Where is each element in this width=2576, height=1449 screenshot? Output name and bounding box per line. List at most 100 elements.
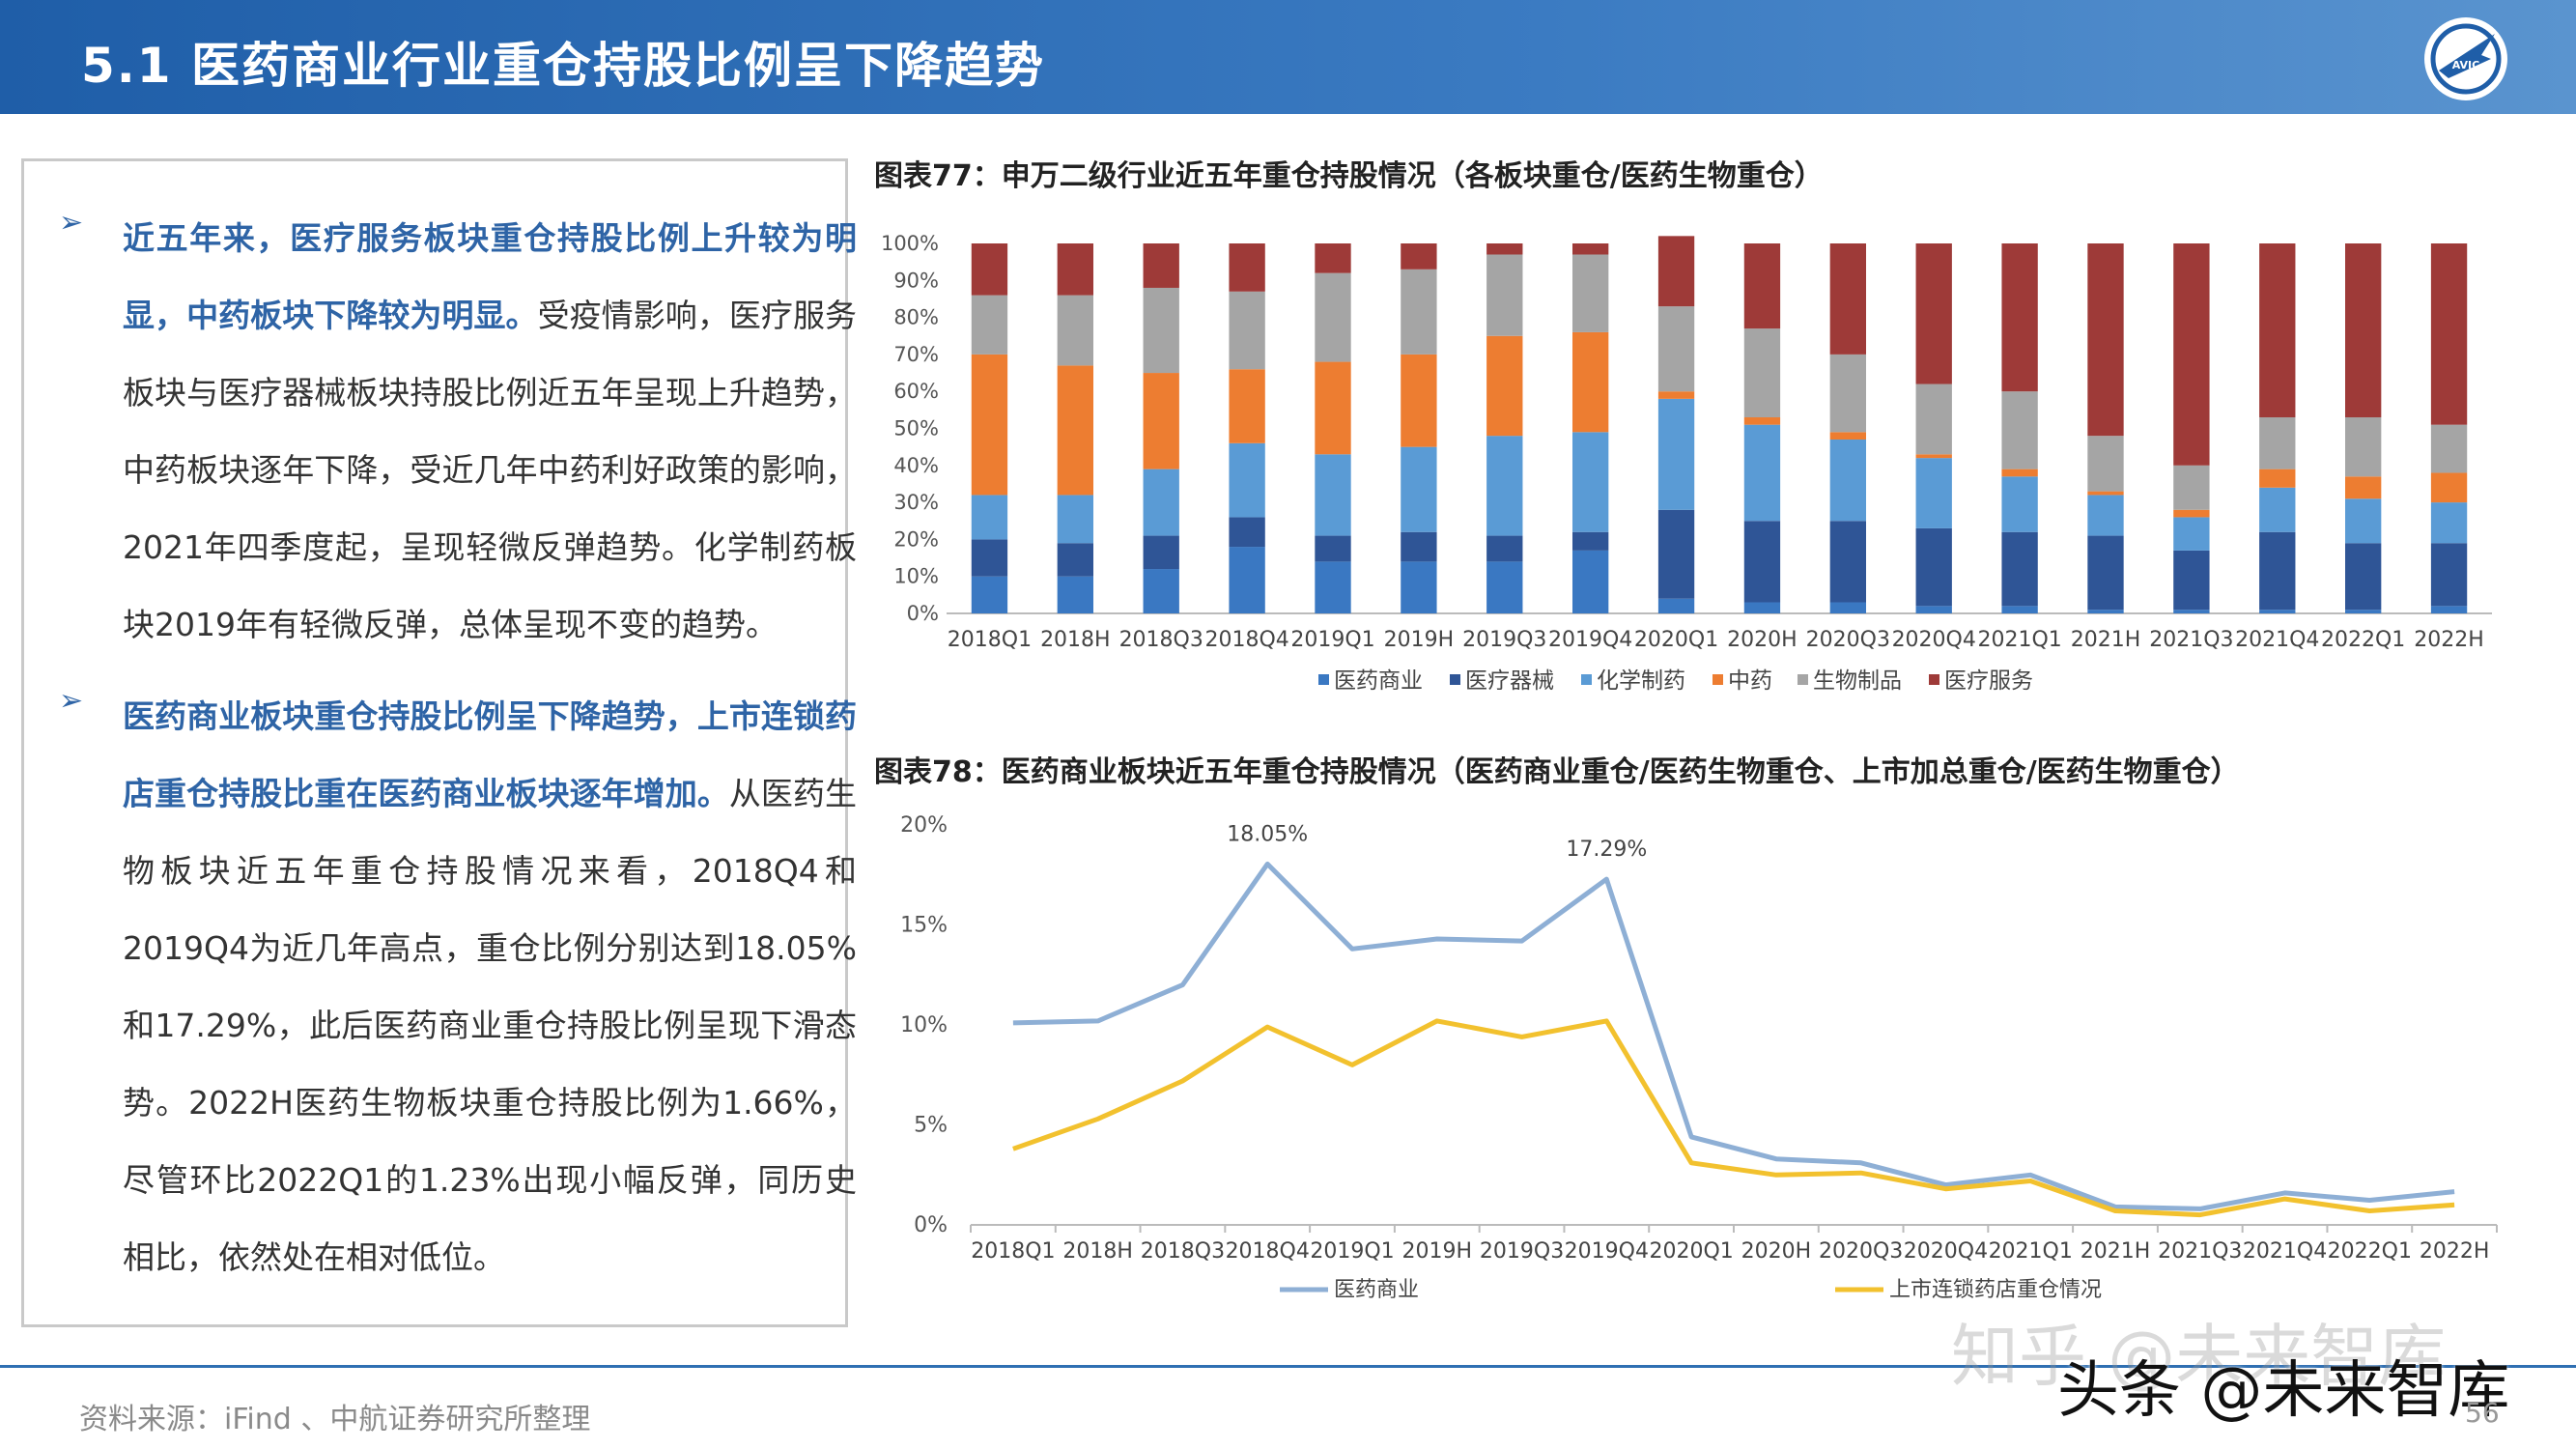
- bar-segment: [2345, 610, 2382, 613]
- summary-panel: ➢ 近五年来，医疗服务板块重仓持股比例上升较为明显，中药板块下降较为明显。受疫情…: [21, 158, 857, 1327]
- legend-label: 医药商业: [1334, 668, 1423, 694]
- bar-segment: [2001, 243, 2038, 392]
- bar-segment: [1915, 527, 1952, 607]
- bar-segment: [2259, 243, 2296, 418]
- bar-segment: [1057, 495, 1093, 544]
- bar-segment: [1572, 243, 1609, 255]
- y-tick-label: 10%: [900, 1013, 948, 1037]
- x-tick-label: 2019Q4: [1548, 628, 1632, 652]
- x-tick-label: 2020H: [1727, 628, 1798, 652]
- bar-segment: [1143, 373, 1179, 469]
- y-tick-label: 100%: [881, 232, 939, 255]
- bar-segment: [971, 539, 1008, 577]
- bar-segment: [1315, 454, 1351, 536]
- bar-segment: [2345, 498, 2382, 544]
- x-tick-label: 2018Q3: [1141, 1239, 1225, 1264]
- y-tick-label: 70%: [893, 343, 939, 366]
- legend-label: 医疗器械: [1465, 668, 1554, 694]
- bar-segment: [1572, 550, 1609, 613]
- paragraph-body: 从医药生物板块近五年重仓持股情况来看，2018Q4和2019Q4为近几年高点，重…: [123, 775, 858, 1276]
- bar-segment: [1401, 243, 1437, 270]
- data-label: 17.29%: [1566, 838, 1647, 862]
- series-line: [1012, 1018, 2455, 1218]
- legend-label: 化学制药: [1597, 668, 1685, 694]
- x-tick-label: 2022Q1: [2321, 628, 2405, 652]
- bar-segment: [1315, 361, 1351, 455]
- x-tick-label: 2021Q3: [2149, 628, 2233, 652]
- y-tick-label: 40%: [893, 454, 939, 477]
- legend-swatch: [1929, 674, 1939, 685]
- x-tick-label: 2020Q4: [1892, 628, 1976, 652]
- x-tick-label: 2018Q1: [948, 628, 1032, 652]
- x-tick-label: 2021Q4: [2235, 628, 2319, 652]
- bar-segment: [1486, 335, 1523, 437]
- bar-segment: [1915, 606, 1952, 613]
- paragraph-body: 受疫情影响，医疗服务板块与医疗器械板块持股比例近五年呈现上升趋势，中药板块逐年下…: [123, 297, 858, 643]
- bar-segment: [1401, 446, 1437, 532]
- bar-segment: [2430, 424, 2468, 473]
- bar-segment: [2001, 476, 2038, 532]
- x-tick-label: 2022Q1: [2328, 1239, 2412, 1264]
- chart1-title: 图表77：申万二级行业近五年重仓持股情况（各板块重仓/医药生物重仓）: [874, 159, 1824, 193]
- y-tick-label: 15%: [900, 914, 948, 938]
- bar-segment: [1572, 531, 1609, 551]
- footer-divider: [0, 1365, 2576, 1368]
- bar-segment: [1143, 243, 1179, 288]
- bar-segment: [1229, 291, 1265, 370]
- bar-segment: [1229, 547, 1265, 613]
- bar-segment: [2345, 543, 2382, 611]
- bar-segment: [1657, 236, 1695, 307]
- bar-segment: [1229, 442, 1265, 518]
- bar-segment: [2001, 606, 2038, 613]
- header-bar: 5.1 医药商业行业重仓持股比例呈下降趋势 AVIC: [0, 0, 2576, 114]
- bar-segment: [2430, 606, 2468, 613]
- paragraph-text: 近五年来，医疗服务板块重仓持股比例上升较为明显，中药板块下降较为明显。受疫情影响…: [123, 200, 857, 664]
- bar-segment: [1057, 543, 1093, 577]
- bar-segment: [2087, 495, 2124, 536]
- x-tick-label: 2019Q1: [1290, 628, 1374, 652]
- bar-segment: [2173, 243, 2210, 466]
- bar-segment: [1829, 243, 1866, 355]
- chart2-title: 图表78：医药商业板块近五年重仓持股情况（医药商业重仓/医药生物重仓、上市加总重…: [874, 755, 2240, 789]
- bar-segment: [2430, 243, 2468, 425]
- bar-segment: [2173, 550, 2210, 611]
- bar-segment: [1315, 535, 1351, 562]
- summary-paragraph-2: ➢ 医药商业板块重仓持股比例呈下降趋势，上市连锁药店重仓持股比重在医药商业板块逐…: [59, 678, 861, 1296]
- bar-segment: [2173, 509, 2210, 518]
- bar-segment: [1829, 602, 1866, 613]
- bar-segment: [1315, 272, 1351, 362]
- bar-segment: [1486, 436, 1523, 536]
- page-number: 56: [2465, 1397, 2500, 1429]
- bar-segment: [1401, 561, 1437, 613]
- bar-segment: [1057, 365, 1093, 496]
- bar-segment: [2001, 391, 2038, 469]
- y-tick-label: 10%: [893, 565, 939, 588]
- watermark-toutiao: 头条 @未来智库: [2057, 1355, 2510, 1427]
- legend-label: 生物制品: [1813, 668, 1902, 694]
- bar-segment: [2259, 610, 2296, 613]
- bar-segment: [2345, 476, 2382, 499]
- legend-swatch: [1450, 674, 1460, 685]
- y-tick-label: 60%: [893, 380, 939, 403]
- bar-segment: [1486, 243, 1523, 255]
- bar-segment: [1143, 469, 1179, 536]
- stacked-bar-chart: 0% 10% 20% 30% 40% 50% 60% 70% 80% 90% 100% 2018Q1 2…: [881, 232, 2492, 694]
- bar-segment: [1572, 254, 1609, 332]
- bar-segment: [1143, 535, 1179, 570]
- avic-logo: AVIC: [2424, 17, 2507, 100]
- y-tick-label: 0%: [907, 602, 939, 625]
- bar-segment: [2001, 531, 2038, 607]
- bar-segment: [971, 243, 1008, 296]
- svg-text:AVIC: AVIC: [2452, 59, 2479, 71]
- legend-label: 医疗服务: [1944, 668, 2033, 694]
- bar-segment: [1743, 417, 1781, 425]
- x-tick-label: 2019Q4: [1565, 1239, 1649, 1264]
- avic-logo-icon: AVIC: [2430, 23, 2502, 95]
- y-tick-label: 30%: [893, 491, 939, 514]
- x-tick-label: 2021Q3: [2158, 1239, 2242, 1264]
- bar-segment: [1572, 331, 1609, 433]
- paragraph-highlight: 近五年来，医疗服务板块重仓持股比例上升较为明显，中药板块下降较为明显。: [123, 219, 857, 334]
- y-tick-label: 0%: [914, 1213, 948, 1237]
- bar-segment: [1915, 458, 1952, 528]
- bar-segment: [1315, 561, 1351, 613]
